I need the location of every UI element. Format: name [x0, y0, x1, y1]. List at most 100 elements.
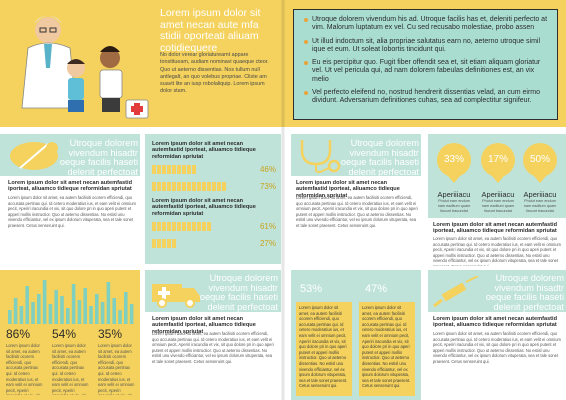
percentage-circle: 33%: [437, 143, 471, 177]
chart-bar: [83, 288, 87, 324]
hero-title: Lorem ipsum dolor sit amet necan aute mf…: [160, 7, 261, 54]
ambulance-icon: [152, 284, 200, 308]
chart-bar: [129, 304, 134, 324]
chart-bar: [124, 292, 128, 324]
bar-segment: [182, 222, 186, 231]
chart-bar: [54, 290, 58, 324]
chart-bar: [77, 300, 82, 324]
bar-segment: [182, 165, 186, 174]
bar-segment: [192, 165, 196, 174]
circle-pointer: [492, 176, 504, 183]
syringe-icon: [433, 276, 479, 308]
chart-bar: [106, 282, 111, 324]
bar-segment: [177, 222, 181, 231]
bar-segment: [167, 165, 171, 174]
stetho-header: [291, 134, 421, 176]
chart-bar: [89, 306, 93, 324]
circle-desc: Phulut eam endum nam eaditum quam liscun…: [437, 199, 471, 213]
bar-segment: [152, 165, 156, 174]
bar-row: 46%: [152, 165, 276, 174]
doctor-illustration: [21, 16, 149, 119]
bullet-box: Utroque dolorem vivendum his ad. Utroque…: [293, 9, 558, 120]
bar-segment: [152, 182, 156, 191]
bar-segment: [157, 165, 161, 174]
circle-label: Aperiiiacu: [437, 190, 471, 199]
bottom-chart-card: [0, 270, 140, 400]
bottom-pct-desc: Lorem ipsum dolor sit amet, ea autem fac…: [52, 343, 89, 395]
bar-segment: [197, 222, 201, 231]
stat-box-text: Lorem ipsum dolor sit amet, ea autem fac…: [299, 305, 348, 389]
bar-row: 61%: [152, 222, 276, 231]
circle-desc: Phulut eam endum nam eaditum quam liscun…: [523, 199, 557, 213]
bar-segment: [162, 182, 166, 191]
pill-subhead: Lorem ipsum dolor sit amet necan autemfa…: [8, 180, 133, 193]
bar-segment: [177, 182, 181, 191]
bottom-pct-desc: Lorem ipsum dolor sit amet, ea autem fac…: [6, 343, 43, 395]
bar-segment: [187, 222, 191, 231]
bar-segment: [217, 182, 221, 191]
chart-bar: [100, 302, 105, 324]
chart-bar: [42, 280, 47, 324]
bullet-item: Utroque dolorem vivendum his ad. Utroque…: [304, 16, 549, 33]
bar-percentage: 61%: [259, 222, 276, 231]
bar-segment: [202, 182, 206, 191]
circle-pointer: [534, 176, 546, 183]
bar-percentage: 73%: [259, 182, 276, 191]
bar-segment: [182, 182, 186, 191]
bullet-item: Eu eis percipitur quo. Fugit fiber offen…: [304, 59, 549, 84]
bar-segment: [212, 182, 216, 191]
chart-bar: [60, 296, 64, 324]
chart-bar: [25, 286, 29, 324]
stat-pct-1: 53%: [300, 283, 323, 295]
chart-bar: [95, 294, 99, 324]
hero-body: No dolor verear gloriatureamt appare ton…: [160, 52, 269, 95]
bottom-pct-desc: Lorem ipsum dolor sit amet, ea autem fac…: [98, 343, 135, 395]
circles-paragraph: Lorem ipsum dolor sit amet, ea autem fac…: [433, 236, 561, 266]
bar-row: 27%: [152, 239, 276, 248]
stetho-paragraph: Lorem ipsum dolor sit amet, ea autem fac…: [296, 195, 418, 228]
bullet-item: Vel perfecto eleifend no, nostrud hendre…: [304, 89, 549, 106]
circle-label: Aperiiiacu: [481, 190, 515, 199]
bar-segment: [192, 182, 196, 191]
bar-segment: [187, 182, 191, 191]
syringe-title: Utroque dolorem vivendum hisadtr oeque f…: [485, 273, 564, 312]
bar-segment: [202, 222, 206, 231]
bar-segment: [157, 239, 161, 248]
circles-subhead: Lorem ipsum dolor sit amet necan autemfa…: [433, 222, 558, 235]
chart-bar: [112, 298, 116, 324]
stat-box-1: Lorem ipsum dolor sit amet, ea autem fac…: [296, 302, 352, 396]
bar-segment: [192, 222, 196, 231]
bar-segment: [222, 182, 226, 191]
circle-pointer: [448, 176, 460, 183]
percentage-circle: 50%: [523, 143, 557, 177]
bar-segment: [162, 165, 166, 174]
bar-percentage: 46%: [259, 165, 276, 174]
stetho-subhead: Lorem ipsum dolor sit amet necan autemfa…: [296, 180, 400, 199]
ambulance-subhead: Lorem ipsum dolor sit amet necan autemfa…: [152, 316, 256, 335]
bar-segment: [167, 222, 171, 231]
bar-segment: [172, 182, 176, 191]
chart-bar: [19, 306, 24, 324]
bar-segment: [197, 182, 201, 191]
circle-label: Aperiiiacu: [523, 190, 557, 199]
ambulance-paragraph: Lorem ipsum dolor sit amet, ea autem fac…: [152, 331, 274, 364]
stetho-title: Utroque dolorem vivendum hisadtr oeque f…: [340, 138, 419, 177]
bar-segment: [152, 239, 156, 248]
stat-pct-2: 47%: [365, 283, 388, 295]
syringe-paragraph: Lorem ipsum dolor sit amet, ea autem fac…: [433, 331, 561, 364]
chart-bar: [48, 304, 53, 324]
chart-bar: [71, 284, 76, 324]
bar-segment: [172, 165, 176, 174]
stat-box-text: Lorem ipsum dolor sit amet, ea autem fac…: [362, 305, 411, 389]
bar-segment: [187, 165, 191, 174]
chart-bar: [118, 310, 122, 324]
bar-percentage: 27%: [259, 239, 276, 248]
chart-bar: [31, 302, 35, 324]
bar-segment: [157, 182, 161, 191]
bottom-pct-value: 54%: [52, 327, 77, 341]
circle-desc: Phulut eam endum nam eaditum quam liscun…: [481, 199, 515, 213]
bar-segment: [152, 222, 156, 231]
pill-icon: [10, 142, 58, 170]
chart-bar: [8, 310, 12, 324]
